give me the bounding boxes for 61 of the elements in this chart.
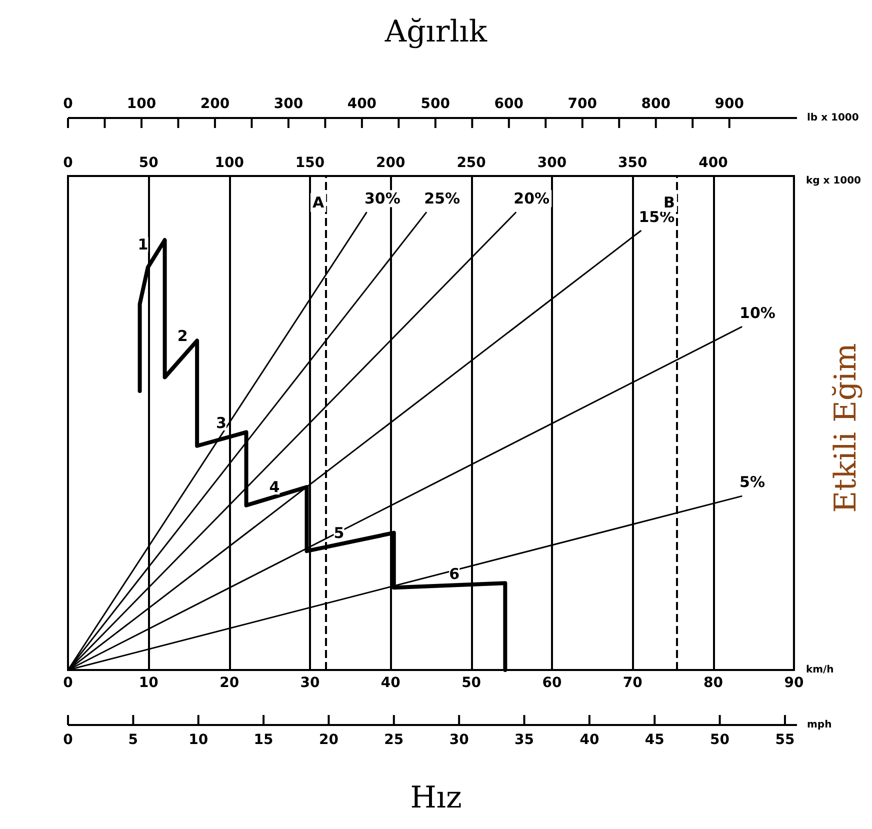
x-tick-label: 50 xyxy=(462,675,482,691)
text: 50 xyxy=(710,732,730,748)
x2-tick-label: 350 xyxy=(618,155,648,171)
x2-tick-label: 50 xyxy=(138,155,159,171)
x2-tick-label: 250 xyxy=(456,155,486,171)
text: 600 xyxy=(494,96,524,112)
x2-axis-title: kg x 1000 xyxy=(806,176,862,186)
text: lb x 1000 xyxy=(807,112,859,124)
text: 700 xyxy=(568,96,598,112)
series-label: 10% xyxy=(740,304,776,322)
x-tick-label: 20 xyxy=(220,675,240,691)
x2-tick-label: 100 xyxy=(214,155,244,171)
x-axis-title: km/h xyxy=(806,664,834,676)
text: 20 xyxy=(318,732,339,748)
text: Hız xyxy=(410,780,462,816)
text: 10 xyxy=(188,732,208,748)
text: 100 xyxy=(126,96,156,112)
x-tick-label: 30 xyxy=(300,675,320,691)
x-tick-label: 70 xyxy=(622,675,643,691)
annotation: 3 xyxy=(216,414,226,432)
chart-title: Ağırlık xyxy=(384,14,488,50)
text: 0 xyxy=(63,732,74,748)
x-tick-label: 10 xyxy=(138,675,159,691)
text: 0 xyxy=(63,96,74,112)
text: 35 xyxy=(514,732,534,748)
text: 400 xyxy=(347,96,377,112)
series-label: 25% xyxy=(424,190,460,208)
text: 55 xyxy=(775,732,795,748)
x-tick-label: 40 xyxy=(380,675,401,691)
text: mph xyxy=(807,720,832,730)
annotation: 5 xyxy=(334,524,344,542)
text: 15 xyxy=(254,732,274,748)
x2-tick-label: 200 xyxy=(376,155,406,171)
x2-tick-label: 400 xyxy=(698,155,728,171)
annotation: 1 xyxy=(138,236,148,254)
x-tick-label: 90 xyxy=(784,675,804,691)
x2-tick-label: 150 xyxy=(295,155,325,171)
x2-tick-label: 300 xyxy=(537,155,567,171)
text: 300 xyxy=(274,96,304,112)
annotation: 2 xyxy=(177,327,188,346)
x-tick-label: 0 xyxy=(63,675,74,691)
series-label: 20% xyxy=(514,190,550,208)
text: 40 xyxy=(580,732,600,748)
ref-line-label: A xyxy=(312,194,325,212)
series-label: 5% xyxy=(740,473,765,492)
annotation: 4 xyxy=(269,478,280,496)
text: 500 xyxy=(420,96,450,112)
text: 45 xyxy=(644,732,664,748)
annotation: 6 xyxy=(449,564,460,583)
text: 5 xyxy=(128,732,138,748)
text: 200 xyxy=(200,96,230,112)
y-axis-title: Etkili Eğim xyxy=(828,343,864,513)
x-tick-label: 80 xyxy=(704,675,724,691)
text: 800 xyxy=(641,96,671,112)
x2-tick-label: 0 xyxy=(63,155,74,171)
text: 25 xyxy=(384,732,404,748)
x-tick-label: 60 xyxy=(542,675,562,691)
text: 900 xyxy=(714,96,744,112)
ref-line-label: B xyxy=(664,194,675,212)
series-label: 30% xyxy=(364,190,400,208)
text: 30 xyxy=(449,732,470,748)
